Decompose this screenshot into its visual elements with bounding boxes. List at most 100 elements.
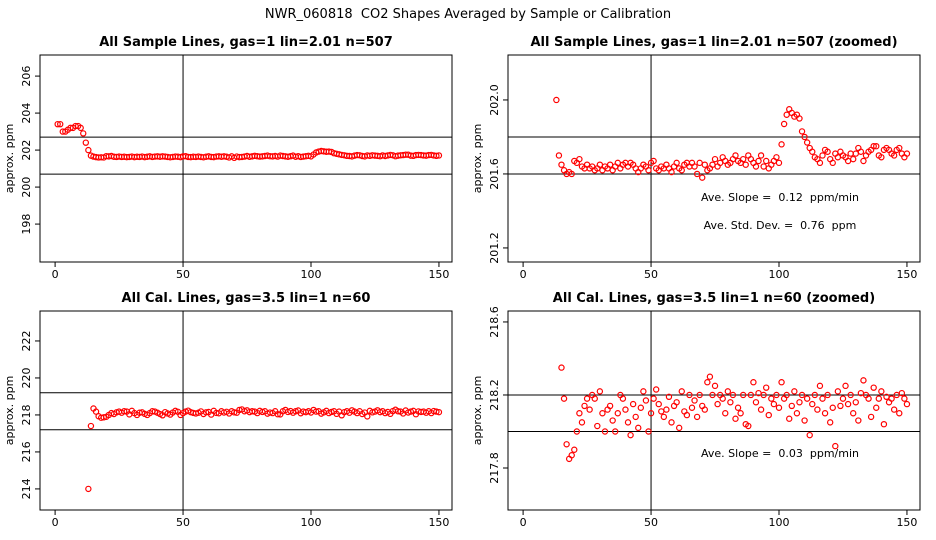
point xyxy=(857,148,865,155)
point xyxy=(57,120,64,128)
point xyxy=(727,399,734,406)
point xyxy=(622,406,629,413)
point xyxy=(873,404,880,411)
point xyxy=(832,442,839,450)
point xyxy=(120,408,128,415)
point xyxy=(599,410,606,417)
point xyxy=(819,152,826,159)
x-tick-label: 50 xyxy=(176,268,190,281)
point xyxy=(821,410,829,417)
point xyxy=(701,161,708,168)
point xyxy=(675,424,683,432)
x-tick-label: 150 xyxy=(896,268,917,281)
point xyxy=(711,382,719,390)
point xyxy=(834,388,842,395)
point xyxy=(54,120,61,128)
point xyxy=(683,411,691,419)
point xyxy=(553,96,560,104)
x-tick-label: 50 xyxy=(176,516,190,529)
x-tick-label: 100 xyxy=(768,268,789,281)
point xyxy=(82,139,90,146)
point xyxy=(719,395,726,402)
point xyxy=(814,406,821,413)
point xyxy=(85,485,92,493)
point xyxy=(85,146,92,154)
point xyxy=(635,424,642,432)
point xyxy=(844,400,852,408)
plot-frame xyxy=(39,310,453,511)
point xyxy=(850,410,857,417)
point xyxy=(750,379,757,386)
point xyxy=(650,157,657,165)
point xyxy=(394,408,402,415)
point xyxy=(555,152,563,159)
point xyxy=(809,148,816,155)
point xyxy=(826,419,834,426)
point xyxy=(560,395,568,402)
point xyxy=(274,410,281,418)
point xyxy=(660,413,668,421)
point xyxy=(591,395,598,402)
plot-frame xyxy=(39,54,453,263)
point xyxy=(701,406,708,413)
y-tick-label: 216 xyxy=(20,441,33,462)
point xyxy=(847,391,854,399)
point xyxy=(760,391,767,399)
point xyxy=(435,152,443,159)
y-axis-label: approx. ppm xyxy=(471,124,484,194)
point xyxy=(763,384,770,391)
point xyxy=(768,395,775,402)
point xyxy=(763,157,770,165)
point xyxy=(573,428,581,435)
point xyxy=(433,152,440,160)
point xyxy=(568,170,575,178)
y-tick-label: 198 xyxy=(20,214,33,235)
point xyxy=(880,420,888,428)
y-tick-label: 218.2 xyxy=(488,379,501,411)
point xyxy=(757,406,765,413)
point xyxy=(837,402,844,410)
x-tick-label: 0 xyxy=(520,516,527,529)
point xyxy=(614,410,621,417)
point xyxy=(793,410,801,417)
annotation: Ave. Slope = 0.12 ppm/min xyxy=(701,191,859,204)
point xyxy=(596,388,604,395)
point xyxy=(581,402,588,410)
x-tick-label: 0 xyxy=(52,516,59,529)
point xyxy=(609,417,616,424)
point xyxy=(732,152,739,159)
point xyxy=(724,388,732,395)
point xyxy=(901,395,908,402)
point xyxy=(770,400,778,408)
point xyxy=(852,399,859,406)
y-tick-label: 201.2 xyxy=(488,232,501,264)
point xyxy=(783,111,790,118)
point xyxy=(842,382,849,390)
x-tick-label: 50 xyxy=(644,268,658,281)
y-tick-label: 222 xyxy=(20,330,33,351)
point xyxy=(571,446,578,453)
point xyxy=(780,120,788,128)
y-tick-label: 200 xyxy=(20,177,33,198)
point xyxy=(364,413,371,420)
point xyxy=(739,391,747,399)
point xyxy=(860,157,867,165)
point xyxy=(714,400,721,408)
point xyxy=(798,391,806,399)
point xyxy=(87,422,95,430)
point xyxy=(729,391,737,399)
point xyxy=(870,384,877,391)
point xyxy=(778,379,785,386)
point xyxy=(888,395,895,402)
point xyxy=(665,393,673,401)
point xyxy=(673,399,680,406)
point xyxy=(806,431,813,439)
panel-title: All Sample Lines, gas=1 lin=2.01 n=507 xyxy=(99,35,393,50)
point xyxy=(696,391,703,399)
point xyxy=(693,413,701,421)
point xyxy=(867,413,875,421)
point xyxy=(870,142,877,150)
point xyxy=(624,419,632,426)
point xyxy=(860,377,867,384)
point xyxy=(788,402,795,410)
